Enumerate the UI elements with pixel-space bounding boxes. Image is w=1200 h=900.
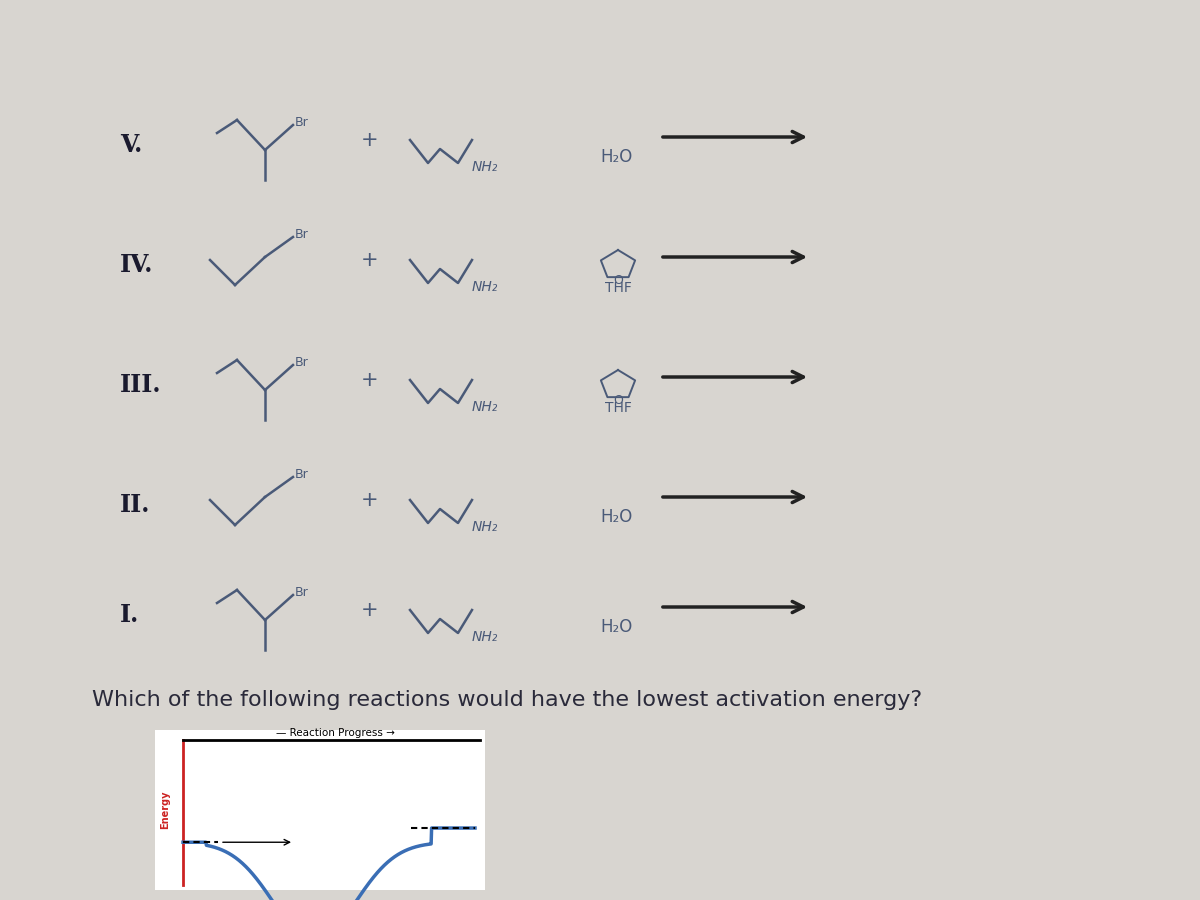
Text: +: + xyxy=(361,130,379,150)
Text: +: + xyxy=(361,490,379,510)
Text: Br: Br xyxy=(295,587,308,599)
Text: +: + xyxy=(361,250,379,270)
Text: II.: II. xyxy=(120,493,150,517)
Text: V.: V. xyxy=(120,133,143,157)
Text: Br: Br xyxy=(295,469,308,482)
Text: H₂O: H₂O xyxy=(600,618,632,636)
Text: Which of the following reactions would have the lowest activation energy?: Which of the following reactions would h… xyxy=(92,690,922,710)
Text: +: + xyxy=(361,600,379,620)
Text: NH₂: NH₂ xyxy=(472,630,498,644)
Text: O: O xyxy=(613,274,623,286)
Text: H₂O: H₂O xyxy=(600,508,632,526)
Text: III.: III. xyxy=(120,373,162,397)
Text: Br: Br xyxy=(295,229,308,241)
Text: IV.: IV. xyxy=(120,253,154,277)
Text: THF: THF xyxy=(605,401,631,415)
Text: THF: THF xyxy=(605,281,631,295)
Text: H₂O: H₂O xyxy=(600,148,632,166)
Text: NH₂: NH₂ xyxy=(472,280,498,294)
FancyBboxPatch shape xyxy=(155,730,485,890)
Text: Br: Br xyxy=(295,116,308,130)
Text: Energy: Energy xyxy=(160,791,170,829)
Text: +: + xyxy=(361,370,379,390)
Text: NH₂: NH₂ xyxy=(472,400,498,414)
Text: O: O xyxy=(613,393,623,407)
Text: NH₂: NH₂ xyxy=(472,520,498,534)
Text: Br: Br xyxy=(295,356,308,370)
Text: — Reaction Progress →: — Reaction Progress → xyxy=(276,728,395,738)
Text: NH₂: NH₂ xyxy=(472,160,498,174)
Text: I.: I. xyxy=(120,603,139,627)
